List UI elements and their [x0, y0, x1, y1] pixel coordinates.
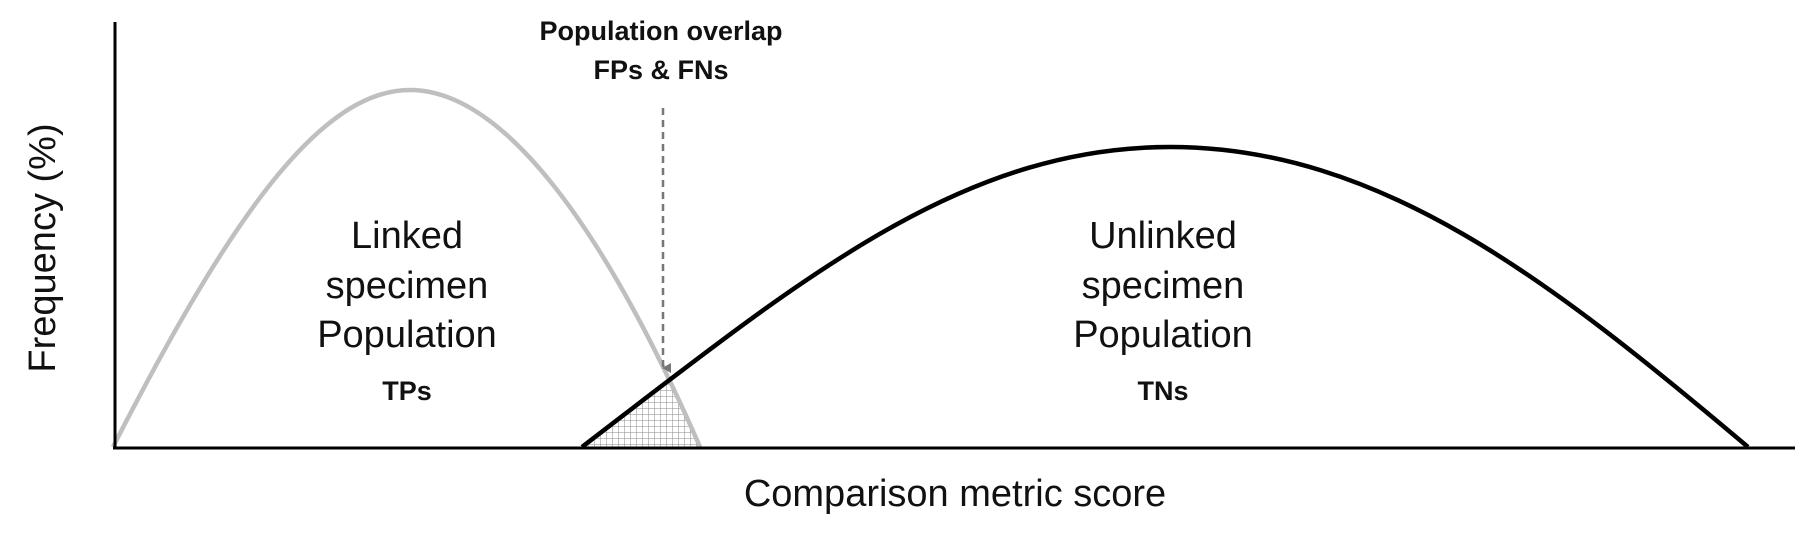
unlinked-tag: TNs [1137, 376, 1188, 406]
unlinked-label-line1: Unlinked [1089, 215, 1237, 257]
unlinked-population-curve [580, 144, 1750, 449]
linked-label-line2: specimen [326, 265, 489, 307]
overlap-label-line2: FPs & FNs [593, 55, 728, 85]
linked-population-curve [110, 87, 703, 449]
linked-tag: TPs [382, 376, 432, 406]
x-axis-title: Comparison metric score [744, 473, 1166, 515]
unlinked-label-line2: specimen [1082, 265, 1245, 307]
y-axis-title: Frequency (%) [22, 123, 64, 372]
linked-label-line3: Population [317, 314, 497, 356]
linked-label-line1: Linked [351, 215, 463, 257]
overlap-label-line1: Population overlap [539, 16, 782, 46]
unlinked-label-line3: Population [1073, 314, 1253, 356]
